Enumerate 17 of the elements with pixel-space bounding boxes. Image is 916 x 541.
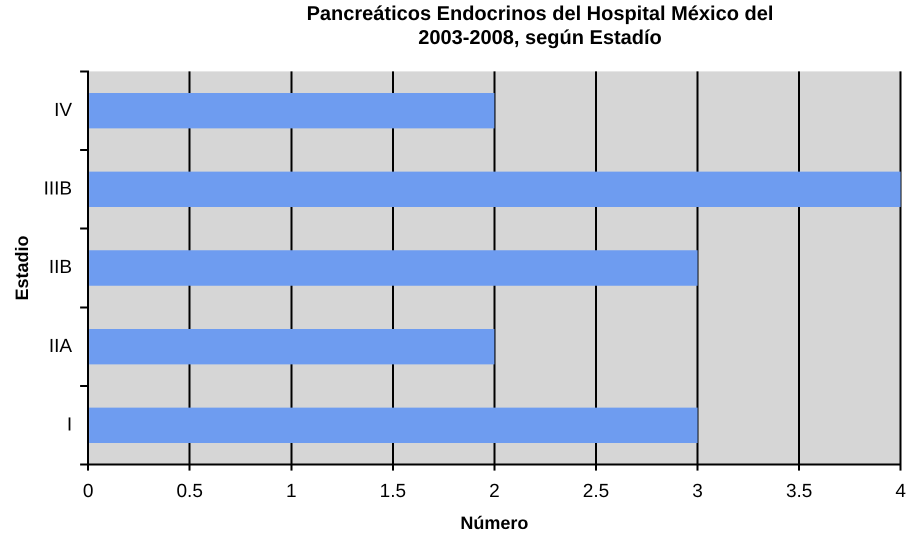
y-tick-label: IIB (48, 257, 72, 278)
x-tick-label: 1.5 (380, 481, 406, 502)
x-tick-label: 0 (82, 481, 94, 502)
x-tick-label: 1 (286, 481, 297, 502)
x-tick-label: 2 (489, 481, 500, 502)
x-tick-label: 3 (692, 481, 703, 502)
x-tick-label: 0.5 (176, 481, 203, 502)
x-tick-label: 3.5 (786, 481, 812, 502)
y-axis-title: Estadio (12, 235, 32, 301)
x-tick-label: 4 (895, 481, 906, 502)
chart-title: Pancreáticos Endocrinos del Hospital México del 2003-2008, según Estadío (306, 2, 774, 50)
y-tick-label: IIA (48, 336, 72, 357)
x-axis-title: Número (460, 513, 528, 534)
y-tick-label: I (66, 414, 72, 436)
x-tick-label: 2.5 (582, 481, 610, 502)
y-tick-label: IV (54, 100, 72, 121)
y-tick-label: IIIB (44, 178, 72, 200)
